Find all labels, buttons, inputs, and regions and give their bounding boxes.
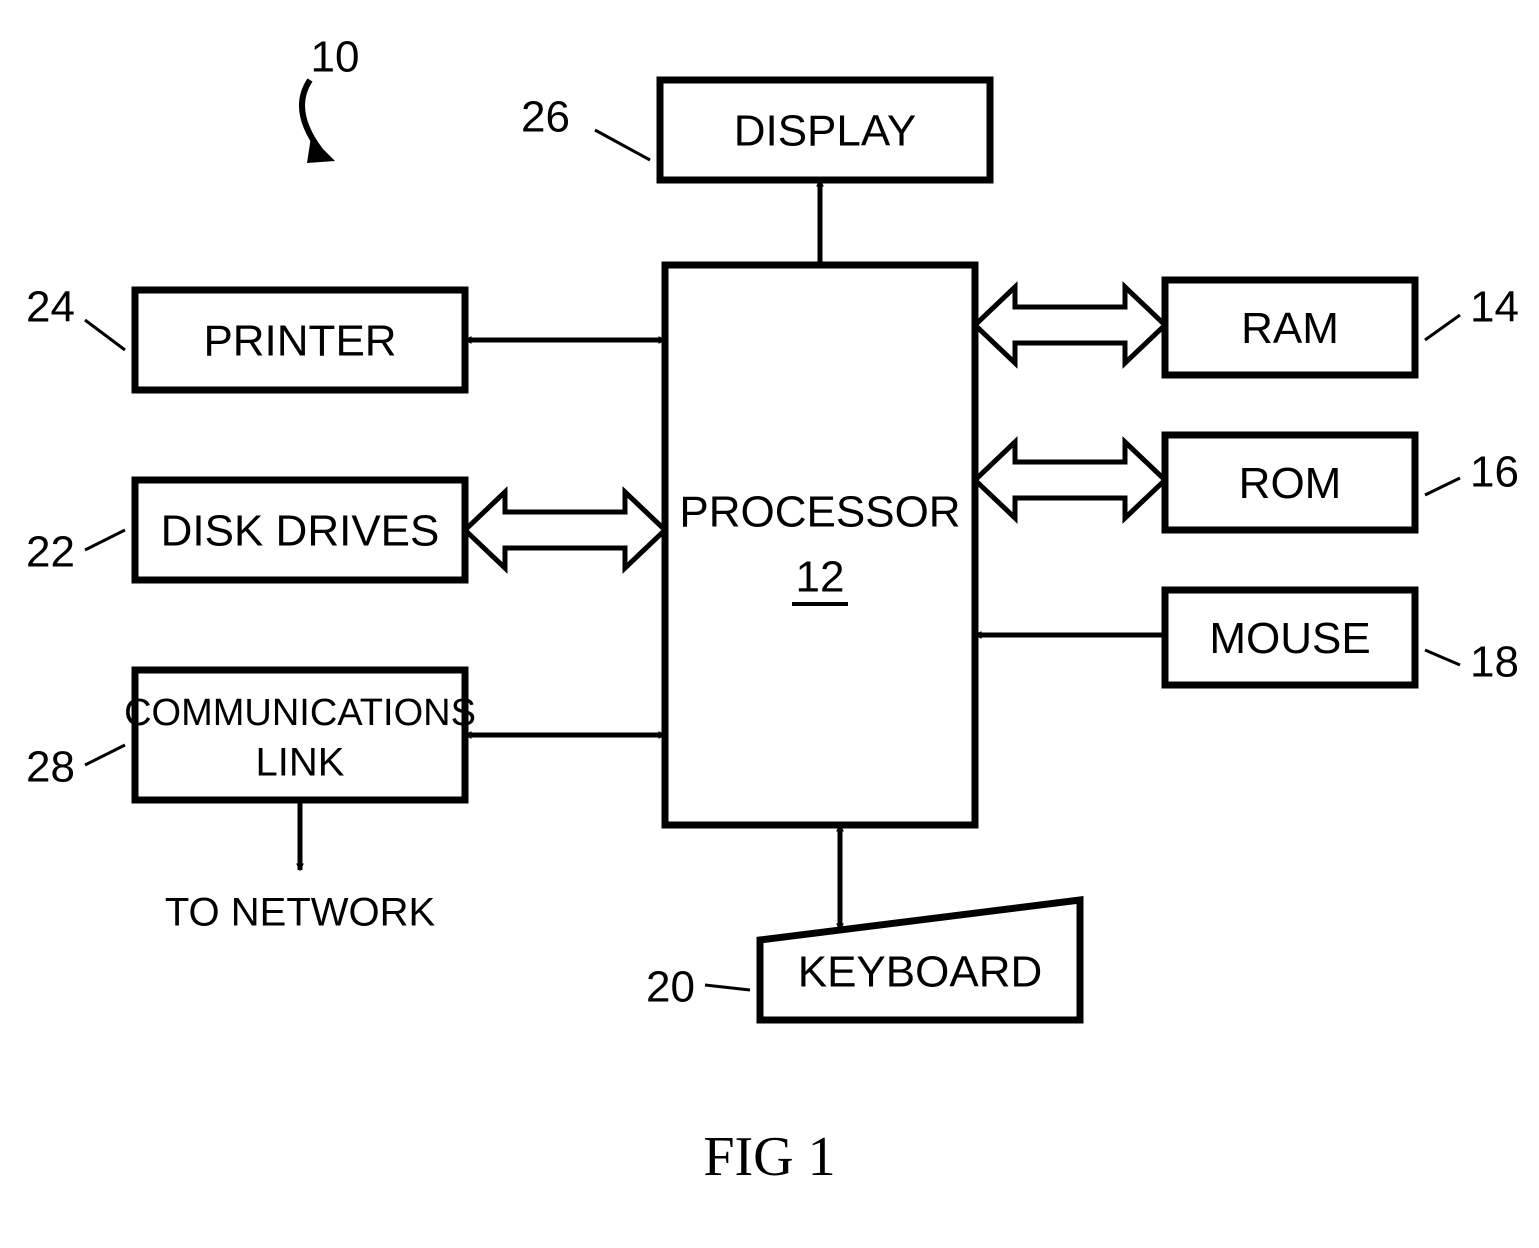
- svg-text:28: 28: [26, 743, 75, 792]
- comms-label-1: COMMUNICATIONS: [124, 692, 476, 734]
- connector-disk-right-processor-left: [465, 492, 665, 568]
- svg-text:24: 24: [26, 283, 75, 332]
- disk-label: DISK DRIVES: [161, 507, 440, 556]
- rom-box: ROM 16: [1165, 435, 1519, 530]
- ram-label: RAM: [1241, 304, 1339, 353]
- svg-text:10: 10: [311, 33, 360, 82]
- keyboard-box: KEYBOARD 20: [646, 900, 1080, 1020]
- connector-processor-right-ram-left: [975, 287, 1165, 363]
- mouse-label: MOUSE: [1209, 614, 1370, 663]
- svg-text:22: 22: [26, 528, 75, 577]
- processor-ref: 12: [796, 553, 845, 602]
- ram-box: RAM 14: [1165, 280, 1519, 375]
- svg-text:18: 18: [1470, 638, 1519, 687]
- mouse-box: MOUSE 18: [1165, 590, 1519, 687]
- processor-label: PROCESSOR: [679, 488, 960, 537]
- svg-text:14: 14: [1470, 283, 1519, 332]
- printer-label: PRINTER: [203, 317, 396, 366]
- display-box: DISPLAY 26: [521, 80, 990, 180]
- to-network-label: TO NETWORK: [165, 891, 436, 935]
- system-ref: 10: [302, 33, 359, 163]
- keyboard-label: KEYBOARD: [798, 948, 1043, 997]
- processor-box: PROCESSOR 12: [665, 265, 975, 825]
- svg-text:16: 16: [1470, 448, 1519, 497]
- comms-box: COMMUNICATIONS LINK 28 TO NETWORK: [26, 670, 476, 935]
- printer-box: PRINTER 24: [26, 283, 465, 390]
- connector-processor-right-rom-left: [975, 442, 1165, 518]
- display-label: DISPLAY: [734, 107, 917, 156]
- svg-text:20: 20: [646, 963, 695, 1012]
- disk-box: DISK DRIVES 22: [26, 480, 465, 580]
- rom-label: ROM: [1239, 459, 1342, 508]
- figure-label: FIG 1: [703, 1126, 835, 1188]
- svg-text:26: 26: [521, 93, 570, 142]
- comms-label-2: LINK: [256, 741, 345, 785]
